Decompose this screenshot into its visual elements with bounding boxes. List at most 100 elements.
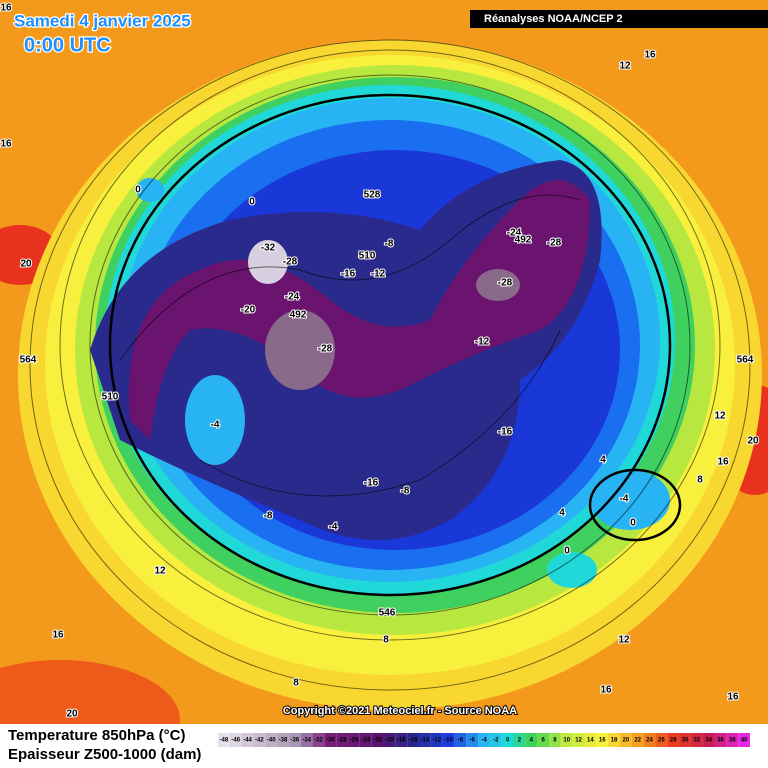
map-label: -28 xyxy=(547,238,562,249)
map-label: -16 xyxy=(364,478,379,489)
scale-label: 36 xyxy=(717,738,724,744)
scale-swatch xyxy=(690,733,703,747)
scale-swatch xyxy=(253,733,266,747)
map-label: 8 xyxy=(293,678,299,689)
scale-swatch xyxy=(407,733,419,747)
scale-label: -6 xyxy=(470,738,476,744)
map-label: 546 xyxy=(379,608,396,619)
map-label: -28 xyxy=(318,344,333,355)
scale-swatch xyxy=(395,733,408,747)
scale-label: -42 xyxy=(255,738,264,744)
map-label: -24 xyxy=(507,228,522,239)
map-label: 8 xyxy=(383,635,389,646)
scale-label: -46 xyxy=(231,738,240,744)
map-label: 20 xyxy=(20,259,32,270)
map-label: 0 xyxy=(135,185,141,196)
scale-label: -12 xyxy=(432,738,441,744)
scale-label: 0 xyxy=(506,738,510,744)
scale-swatch xyxy=(655,733,668,747)
scale-label: -48 xyxy=(220,738,229,744)
scale-label: 2 xyxy=(518,738,522,744)
map-label: 564 xyxy=(20,355,37,366)
scale-label: -26 xyxy=(350,738,359,744)
map-label: -8 xyxy=(385,239,394,250)
map-label: -28 xyxy=(498,278,513,289)
scale-swatch xyxy=(489,733,502,747)
scale-swatch xyxy=(667,733,680,747)
contours xyxy=(29,39,751,691)
scale-label: -16 xyxy=(409,738,418,744)
map-label: 12 xyxy=(618,635,630,646)
scale-swatch xyxy=(324,733,337,747)
scale-label: 38 xyxy=(729,738,736,744)
date: Samedi 4 janvier 2025 xyxy=(14,11,191,30)
map-label: 510 xyxy=(102,392,119,403)
map-label: 20 xyxy=(747,436,759,447)
scale-swatch xyxy=(525,733,538,747)
scale-label: -22 xyxy=(373,738,382,744)
map-label: 16 xyxy=(600,685,612,696)
map-label: 0 xyxy=(630,518,636,529)
map-label: 16 xyxy=(0,139,12,150)
scale-swatch xyxy=(679,733,691,747)
scale-label: 4 xyxy=(530,738,534,744)
scale-label: 22 xyxy=(634,738,641,744)
scale-swatch xyxy=(702,733,715,747)
source-badge: Réanalyses NOAA/NCEP 2 xyxy=(484,13,623,25)
map-label: -8 xyxy=(401,486,410,497)
map-label: 20 xyxy=(66,709,78,720)
map-label: -24 xyxy=(285,292,300,303)
scale-label: 20 xyxy=(623,738,630,744)
scale-label: 18 xyxy=(611,738,618,744)
scale-label: 30 xyxy=(682,738,689,744)
map-label: 510 xyxy=(359,251,376,262)
map-label: 8 xyxy=(697,475,703,486)
scale-swatch xyxy=(418,733,431,747)
map-label: 0 xyxy=(249,197,255,208)
scale-label: -10 xyxy=(444,738,453,744)
scale-label: -28 xyxy=(338,738,347,744)
scale-swatch xyxy=(288,733,301,747)
scale-label: 16 xyxy=(599,738,606,744)
scale-label: -30 xyxy=(326,738,335,744)
map-label: -32 xyxy=(261,243,276,254)
scale-label: -34 xyxy=(302,738,311,744)
map-label: 4 xyxy=(600,455,606,466)
scale-swatch xyxy=(726,733,739,747)
scale-swatch xyxy=(560,733,573,747)
scale-label: 26 xyxy=(658,738,665,744)
scale-label: -4 xyxy=(481,738,487,744)
map-label: -12 xyxy=(475,337,490,348)
scale-swatch xyxy=(454,733,467,747)
map-label: 16 xyxy=(717,457,729,468)
scale-label: 8 xyxy=(553,738,557,744)
scale-label: -8 xyxy=(458,738,464,744)
map-label: -12 xyxy=(371,269,386,280)
map-label: 492 xyxy=(515,235,532,246)
source-badge-bg xyxy=(470,10,768,28)
scale-swatch xyxy=(442,733,455,747)
scale-swatch xyxy=(265,733,278,747)
scale-swatch xyxy=(277,733,289,747)
map-label: 492 xyxy=(290,310,307,321)
map-label: -4 xyxy=(329,522,338,533)
scale-label: 28 xyxy=(670,738,677,744)
scale-label: -24 xyxy=(361,738,370,744)
scale-swatch xyxy=(584,733,597,747)
scale-swatch xyxy=(312,733,325,747)
scale-swatch xyxy=(714,733,727,747)
map-label: 0 xyxy=(564,546,570,557)
map-label: -4 xyxy=(620,494,629,505)
map-label: -16 xyxy=(341,269,356,280)
scale-label: 12 xyxy=(575,738,582,744)
map-label: 16 xyxy=(52,630,64,641)
scale-label: -38 xyxy=(279,738,288,744)
scale-swatch xyxy=(738,733,750,747)
scale-label: 14 xyxy=(587,738,594,744)
scale-label: -14 xyxy=(421,738,430,744)
map-label: -20 xyxy=(241,305,256,316)
copyright: Copyright ©2021 Meteociel.fr - Source NO… xyxy=(283,705,517,717)
scale-swatch xyxy=(383,733,396,747)
scale-swatch xyxy=(478,733,490,747)
